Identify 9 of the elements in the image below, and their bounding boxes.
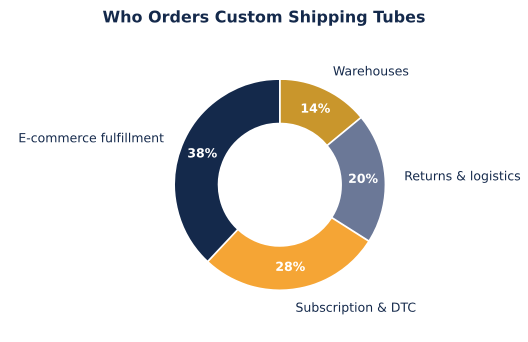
- data-label: 38%: [188, 148, 217, 158]
- data-label: 14%: [302, 103, 330, 113]
- data-label: 28%: [276, 262, 305, 272]
- slice-label: Warehouses: [333, 66, 408, 76]
- data-label: 20%: [349, 174, 378, 184]
- chart-title: Who Orders Custom Shipping Tubes: [103, 10, 425, 26]
- slice-label: E-commerce fulfillment: [20, 132, 164, 142]
- slice-label: Returns & logistics: [405, 170, 520, 183]
- slice-label: Subscription & DTC: [296, 302, 416, 314]
